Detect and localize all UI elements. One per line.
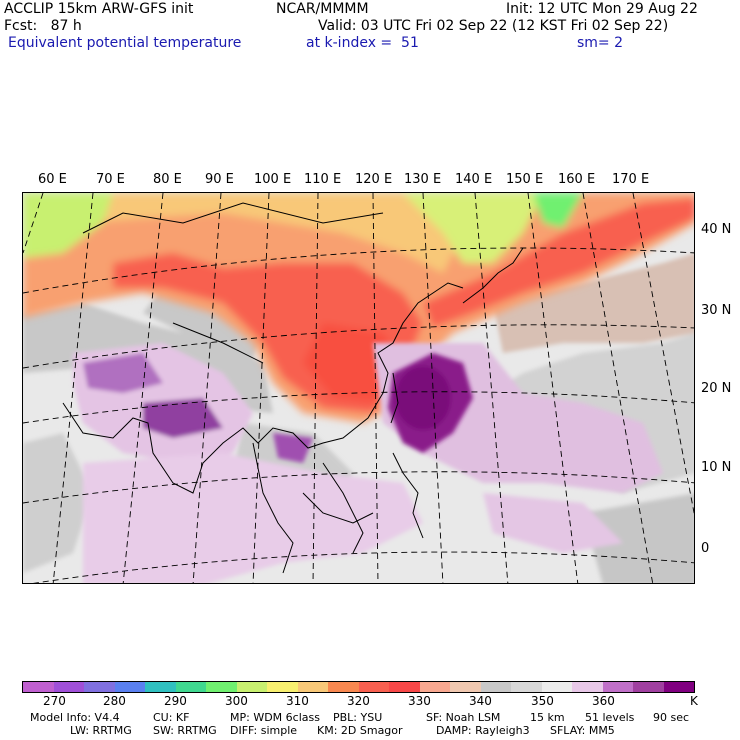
colorbar-swatch [419, 682, 450, 692]
theta-e-map [22, 192, 695, 584]
colorbar-swatch [389, 682, 420, 692]
colorbar [22, 681, 695, 693]
colorbar-swatch [541, 682, 572, 692]
colorbar-swatch [53, 682, 84, 692]
lat-label: 40 N [701, 222, 732, 237]
colorbar-swatch [602, 682, 633, 692]
colorbar-swatch [267, 682, 298, 692]
colorbar-swatch [572, 682, 603, 692]
footer-item: CU: KF [153, 711, 190, 724]
footer-item: DAMP: Rayleigh3 [436, 724, 530, 737]
lon-label: 140 E [455, 172, 493, 187]
lat-label: 10 N [701, 460, 732, 475]
smoothing: sm= 2 [577, 35, 624, 51]
lon-label: 170 E [612, 172, 650, 187]
footer-item: 90 sec [653, 711, 690, 724]
map-canvas [23, 193, 694, 583]
lon-label: 160 E [558, 172, 596, 187]
init-time: Init: 12 UTC Mon 29 Aug 22 [506, 1, 698, 17]
colorbar-label: 310 [286, 694, 309, 708]
colorbar-swatch [328, 682, 359, 692]
lon-label: 110 E [304, 172, 342, 187]
footer-item: SF: Noah LSM [426, 711, 501, 724]
lon-label: 120 E [355, 172, 393, 187]
colorbar-swatch [23, 682, 54, 692]
colorbar-swatch [84, 682, 115, 692]
footer-item: Model Info: V4.4 [30, 711, 120, 724]
forecast-hour: Fcst: 87 h [4, 18, 82, 34]
colorbar-swatch [450, 682, 481, 692]
colorbar-label: 270 [43, 694, 66, 708]
valid-time: Valid: 03 UTC Fri 02 Sep 22 (12 KST Fri … [318, 18, 669, 34]
lat-label: 20 N [701, 381, 732, 396]
colorbar-swatch [236, 682, 267, 692]
colorbar-swatch [297, 682, 328, 692]
colorbar-swatch [633, 682, 664, 692]
lon-label: 100 E [254, 172, 292, 187]
lat-label: 0 [701, 541, 710, 556]
footer-item: PBL: YSU [333, 711, 383, 724]
footer-item: 15 km [530, 711, 565, 724]
colorbar-swatch [175, 682, 206, 692]
lon-label: 90 E [205, 172, 234, 187]
colorbar-swatch [511, 682, 542, 692]
colorbar-label: 330 [408, 694, 431, 708]
lon-label: 60 E [38, 172, 67, 187]
footer-item: 51 levels [585, 711, 635, 724]
colorbar-label: 340 [469, 694, 492, 708]
lon-label: 130 E [404, 172, 442, 187]
colorbar-label: 290 [164, 694, 187, 708]
footer-item: KM: 2D Smagor [317, 724, 403, 737]
colorbar-swatch [206, 682, 237, 692]
colorbar-label: 350 [531, 694, 554, 708]
colorbar-label: 360 [592, 694, 615, 708]
colorbar-swatch [358, 682, 389, 692]
level-index: at k-index = 51 [306, 35, 419, 51]
lat-label: 30 N [701, 303, 732, 318]
colorbar-swatch [145, 682, 176, 692]
lon-label: 70 E [96, 172, 125, 187]
lon-label: 80 E [153, 172, 182, 187]
footer-item: LW: RRTMG [70, 724, 132, 737]
footer-item: DIFF: simple [230, 724, 298, 737]
colorbar-swatch [663, 682, 694, 692]
colorbar-swatch [480, 682, 511, 692]
lon-label: 150 E [506, 172, 544, 187]
colorbar-unit: K [690, 694, 698, 708]
colorbar-swatch [114, 682, 145, 692]
footer-item: MP: WDM 6class [230, 711, 320, 724]
organization: NCAR/MMMM [276, 1, 369, 17]
footer-item: SFLAY: MM5 [550, 724, 615, 737]
colorbar-label: 280 [103, 694, 126, 708]
colorbar-label: 320 [347, 694, 370, 708]
model-title: ACCLIP 15km ARW-GFS init [4, 1, 194, 17]
footer-item: SW: RRTMG [153, 724, 217, 737]
field-name: Equivalent potential temperature [8, 35, 242, 51]
colorbar-label: 300 [225, 694, 248, 708]
